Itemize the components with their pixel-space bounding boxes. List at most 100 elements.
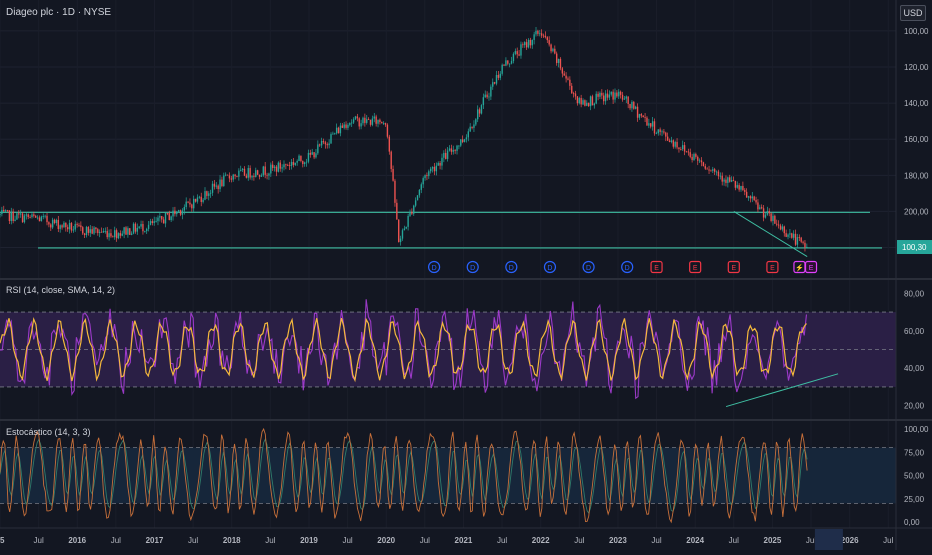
rsi-label[interactable]: RSI (14, close, SMA, 14, 2) <box>6 285 116 295</box>
candle-body <box>715 171 718 173</box>
time-tick-label: 2016 <box>68 536 86 545</box>
candle-body <box>388 136 391 152</box>
candle-body <box>452 149 454 152</box>
candle-body <box>328 143 330 146</box>
candle-body <box>764 214 767 218</box>
candle-body <box>367 119 370 121</box>
candle-body <box>117 233 120 239</box>
candle-body <box>72 229 75 231</box>
candle-body <box>153 221 155 224</box>
candle-body <box>441 157 443 166</box>
candle-body <box>546 37 548 41</box>
candle-body <box>663 131 665 133</box>
candle-body <box>27 214 29 218</box>
candle-body <box>266 174 268 176</box>
time-tick-label: 2026 <box>841 536 859 545</box>
candle-body <box>508 63 511 65</box>
candle-body <box>208 193 210 196</box>
candle-body <box>55 219 58 224</box>
stochastic-label[interactable]: Estocástico (14, 3, 3) <box>6 427 91 437</box>
candle-body <box>302 161 304 165</box>
candle-body <box>287 165 289 166</box>
price-tick-label: 180,00 <box>904 171 929 180</box>
candle-body <box>149 221 152 225</box>
candle-body <box>349 123 351 125</box>
event-markers[interactable]: D D D D D D E E E E ⚡ E <box>427 260 818 274</box>
candle-body <box>106 230 108 238</box>
candle-body <box>127 228 129 235</box>
time-axis-highlight <box>814 529 843 550</box>
candle-body <box>50 224 52 228</box>
candle-body <box>730 180 733 182</box>
candle-body <box>305 161 308 163</box>
candle-body <box>439 163 441 166</box>
candle-body <box>0 213 1 216</box>
candle-body <box>53 219 56 224</box>
candle-body <box>473 124 475 128</box>
candle-body <box>697 156 699 161</box>
candle-body <box>392 168 394 181</box>
marker-label: ⚡ <box>795 263 804 272</box>
candle-body <box>414 200 417 206</box>
candle-body <box>270 164 272 174</box>
time-axis[interactable]: 15 Jul 2016 Jul 2017 Jul 2018 Jul 2019 Jul 2020 Jul… <box>0 529 894 550</box>
candle-body <box>499 73 501 78</box>
candle-body <box>245 175 248 178</box>
candle-body <box>608 94 611 98</box>
candle-body <box>174 210 176 215</box>
candle-body <box>253 175 255 177</box>
dividend-marker <box>582 260 595 274</box>
dividend-marker <box>543 260 557 274</box>
candle-body <box>552 48 554 52</box>
candle-body <box>147 224 150 229</box>
time-tick-label: Jul <box>342 536 352 545</box>
candle-body <box>279 162 281 169</box>
candle-body <box>578 98 580 104</box>
candle-body <box>89 229 91 233</box>
candle-body <box>757 202 759 210</box>
candle-body <box>794 233 797 245</box>
time-tick-label: Jul <box>574 536 584 545</box>
price-pane[interactable] <box>0 27 882 258</box>
candle-body <box>164 212 167 224</box>
candle-body <box>657 129 659 134</box>
candle-body <box>16 213 18 220</box>
candle-body <box>330 134 332 144</box>
price-axis[interactable]: 220,00200,00180,00160,00140,00120,00100,… <box>897 27 932 527</box>
candle-body <box>518 54 520 56</box>
time-tick-label: Jul <box>420 536 430 545</box>
candle-body <box>768 211 770 214</box>
candle-body <box>345 124 347 128</box>
symbol-title[interactable]: Diageo plc · 1D · NYSE <box>6 7 112 18</box>
candle-body <box>185 201 187 208</box>
candle-body <box>63 222 65 228</box>
candle-body <box>685 151 688 153</box>
candle-body <box>680 149 682 150</box>
candle-body <box>224 174 227 176</box>
candle-body <box>33 214 35 216</box>
candle-body <box>401 230 404 239</box>
candle-body <box>332 133 334 135</box>
rsi-pane[interactable] <box>0 299 896 408</box>
candle-body <box>206 191 208 196</box>
candle-body <box>384 123 387 125</box>
candle-body <box>262 166 265 176</box>
candle-body <box>275 166 278 172</box>
candle-body <box>695 154 697 157</box>
candle-body <box>708 169 710 171</box>
candle-body <box>463 139 466 143</box>
candle-body <box>44 215 46 217</box>
stochastic-pane[interactable] <box>0 427 896 524</box>
dividend-marker <box>505 260 518 274</box>
currency-button[interactable]: USD <box>900 5 926 21</box>
candle-body <box>115 230 118 239</box>
candle-body <box>717 171 720 177</box>
candle-body <box>358 118 360 127</box>
candle-body <box>46 215 48 223</box>
earnings-marker <box>650 260 663 274</box>
candle-body <box>335 127 338 134</box>
candle-body <box>23 215 26 223</box>
candle-body <box>755 200 757 203</box>
